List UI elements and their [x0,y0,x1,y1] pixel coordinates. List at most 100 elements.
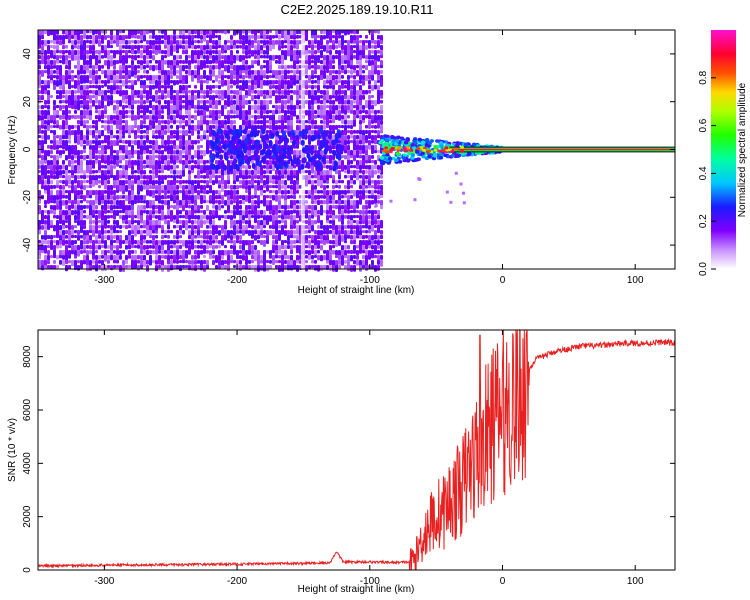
spectrogram-cell [257,50,260,57]
spectrogram-cell [122,30,125,34]
spectrogram-cell [113,205,116,210]
spectrogram-cell [236,235,239,241]
spectrogram-cell [371,140,374,144]
spectrogram-cell [170,255,173,260]
spectrogram-cell [113,250,116,254]
spectrogram-cell [62,260,65,267]
spectrogram-cell [314,95,317,102]
spectrogram-cell [119,230,122,234]
spectrogram-cell [89,245,92,250]
spectrogram-cell [56,40,59,45]
spectrogram-cell [68,55,71,59]
spectrogram-cell [344,50,347,56]
spectrogram-cell [185,220,188,226]
spectrogram-cell [71,55,74,61]
spectrogram-cell [203,105,206,111]
spectrogram-cell [74,145,77,151]
spectrogram-cell [215,90,218,95]
spectrogram-cell [77,70,80,75]
spectrogram-cell [317,65,320,70]
spectrogram-cell [221,175,224,182]
spectrogram-cell [149,170,152,174]
spectrogram-cell [197,240,200,244]
spectrogram-cell [296,35,299,39]
spectrogram-cell [161,115,164,120]
spectrogram-cell [95,65,98,69]
spectrogram-cell [125,35,128,39]
spectrogram-cell [158,50,161,54]
spectrogram-cell [353,40,356,44]
spectrogram-cell [167,235,170,239]
spectrogram-cell [65,90,68,95]
spectrogram-cell [167,60,170,66]
spectrogram-cell [260,220,263,226]
spectrogram-cell [80,205,83,211]
spectrogram-cell [365,60,368,64]
spectrogram-cell [62,50,65,55]
spectrogram-cell [194,125,197,132]
spectrogram-cell [239,205,242,210]
spectrogram-cell [224,100,227,106]
spectrogram-cell [260,45,263,52]
spectrogram-cell [287,45,290,52]
spectrogram-cell [230,90,233,94]
spectrogram-cell [74,45,77,49]
spectrogram-cell [275,225,278,232]
spectrogram-cell [74,205,77,211]
spectrogram-cell [74,105,77,110]
spectrogram-cell [197,145,200,150]
spectrogram-cell [167,220,170,227]
spectrogram-cell [380,110,383,115]
spectrogram-cell [41,165,44,172]
spectrogram-cell [347,60,350,67]
spectrogram-cell [89,190,92,196]
spectrogram-cell [131,55,134,60]
spectrogram-cell [152,110,155,116]
spectrogram-cell [83,215,86,219]
spectrogram-cell [122,210,125,214]
spectrogram-cell [74,220,77,223]
spectrogram-cell [380,115,383,121]
spectrogram-cell [368,190,371,194]
spectrogram-cell [44,165,47,171]
spectrogram-cell [83,185,86,191]
spectrogram-cell [218,30,221,34]
spectrogram-cell [149,75,152,82]
spectrogram-cell [101,175,104,181]
spectrogram-cell [194,90,197,94]
spectrogram-cell [332,70,335,74]
spectrogram-cell [218,245,221,249]
spectrogram-cell [320,175,323,181]
spectrogram-cell [365,150,368,157]
spectrogram-cell [164,160,167,166]
spectrogram-cell [332,35,335,39]
spectrogram-cell [191,200,194,204]
spectrogram-cell [218,50,221,57]
spectrogram-cell [62,60,65,65]
spectrogram-cell [317,215,320,222]
spectrogram-cell [149,35,152,39]
spectrogram-cell [206,200,209,203]
spectrogram-cell [218,40,221,47]
spectrogram-cell [215,195,218,200]
spectrogram-cell [116,240,119,244]
spectrogram-cell [143,110,146,116]
spectrogram-cell [356,190,359,197]
spectrogram-cell [131,105,134,110]
spectrogram-cell [377,240,380,246]
spectrogram-cell [161,75,164,81]
spectrogram-cell [155,170,158,177]
spectrogram-cell [92,45,95,51]
spectrogram-cell [281,125,284,131]
spectrogram-cell [137,30,140,34]
spectrogram-cell [80,250,83,254]
spectrogram-cell [86,245,89,249]
spectrogram-cell [194,225,197,230]
spectrogram-cell [206,150,209,155]
spectrogram-cell [101,125,104,129]
spectrogram-cell [326,205,329,211]
spectrogram-cell [332,30,335,34]
spectrogram-cell [245,185,248,190]
spectrogram-cell [77,195,80,200]
spectrogram-cell [371,100,374,105]
